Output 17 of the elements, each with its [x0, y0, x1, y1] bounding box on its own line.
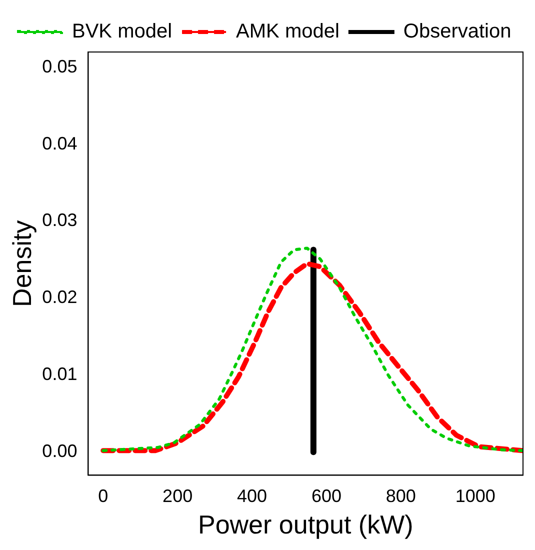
y-tick-label: 0.05 — [42, 56, 78, 76]
x-tick-label: 1000 — [455, 486, 496, 506]
y-tick-label: 0.02 — [42, 287, 78, 308]
y-tick-label: 0.03 — [42, 210, 78, 230]
x-axis-title: Power output (kW) — [198, 510, 414, 540]
x-tick-label: 200 — [162, 486, 193, 506]
x-tick-label: 800 — [386, 486, 416, 506]
legend-label: AMK model — [236, 20, 340, 43]
y-tick-label: 0.04 — [42, 133, 78, 154]
x-tick-label: 400 — [236, 486, 268, 506]
y-axis-title: Density — [6, 220, 37, 307]
x-tick-label: 600 — [311, 486, 342, 506]
legend-label: Observation — [403, 20, 512, 43]
y-tick-label: 0.01 — [42, 364, 78, 384]
x-tick-label: 0 — [98, 486, 108, 506]
legend-label: BVK model — [72, 20, 172, 43]
y-tick-label: 0.00 — [42, 441, 78, 462]
